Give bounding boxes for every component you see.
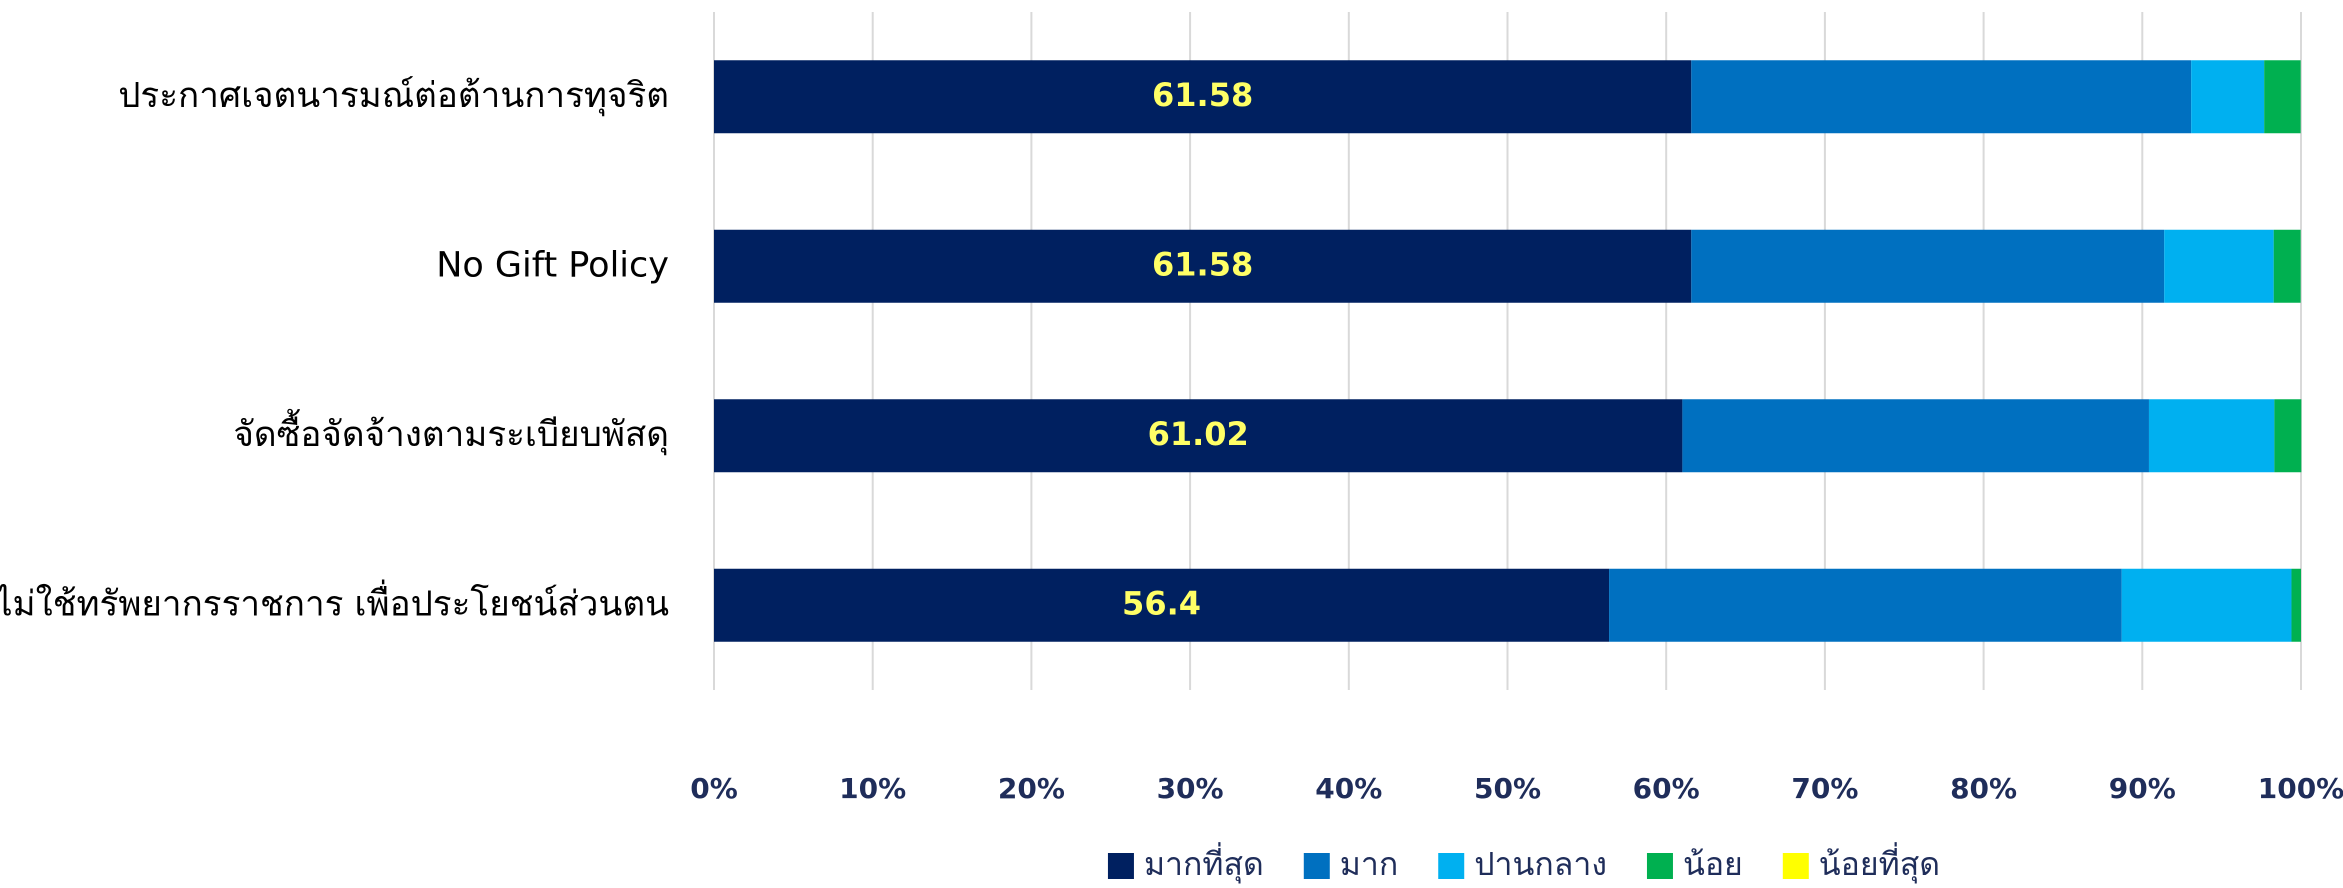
legend-label: มาก — [1340, 845, 1398, 883]
legend-swatch — [1438, 853, 1465, 879]
y-tick-label: ไม่ใช้ทรัพยากรราชการ เพื่อประโยชน์ส่วนตน — [0, 579, 669, 624]
y-tick-label: ประกาศเจตนารมณ์ต่อต้านการทุจริต — [118, 76, 669, 116]
x-tick-label: 90% — [2109, 772, 2176, 805]
bar-segment — [2273, 229, 2301, 303]
x-tick-label: 80% — [1950, 772, 2017, 805]
x-tick-label: 100% — [2258, 772, 2343, 805]
y-tick-label: No Gift Policy — [436, 245, 669, 285]
y-tick-label: จัดซื้อจัดจ้างตามระเบียบพัสดุ — [233, 408, 669, 455]
bar-segment — [714, 229, 1692, 303]
x-tick-label: 10% — [839, 772, 906, 805]
legend-label: น้อยที่สุด — [1819, 842, 1940, 884]
bar-segment — [2191, 60, 2265, 134]
x-tick-label: 0% — [690, 772, 738, 805]
legend-swatch — [1646, 853, 1673, 879]
bar-segment — [1691, 229, 2165, 303]
bar-segment — [2264, 60, 2301, 134]
bar-segment — [714, 399, 1683, 473]
bar-segment — [2121, 568, 2292, 642]
data-label: 61.02 — [1148, 415, 1249, 453]
legend-swatch — [1107, 853, 1134, 879]
bar-segment — [2164, 229, 2274, 303]
bar-segment — [1609, 568, 2122, 642]
bar-segment — [2274, 399, 2302, 473]
legend-label: มากที่สุด — [1144, 842, 1264, 884]
legend-swatch — [1303, 853, 1330, 879]
legend-label: ปานกลาง — [1474, 845, 1607, 883]
bar-segment — [1691, 60, 2192, 134]
x-tick-label: 40% — [1315, 772, 1382, 805]
bar-segment — [714, 568, 1610, 642]
data-label: 56.4 — [1122, 584, 1201, 622]
x-tick-label: 70% — [1791, 772, 1858, 805]
legend-swatch — [1782, 853, 1809, 879]
bar-segment — [714, 60, 1692, 134]
bar-segment — [1682, 399, 2149, 473]
x-tick-label: 30% — [1157, 772, 1224, 805]
data-label: 61.58 — [1152, 76, 1253, 114]
x-tick-label: 60% — [1633, 772, 1700, 805]
bar-segment — [2148, 399, 2275, 473]
data-label: 61.58 — [1152, 245, 1253, 283]
legend-label: น้อย — [1683, 845, 1743, 883]
x-tick-label: 20% — [998, 772, 1065, 805]
x-tick-label: 50% — [1474, 772, 1541, 805]
bar-segment — [2291, 568, 2301, 642]
